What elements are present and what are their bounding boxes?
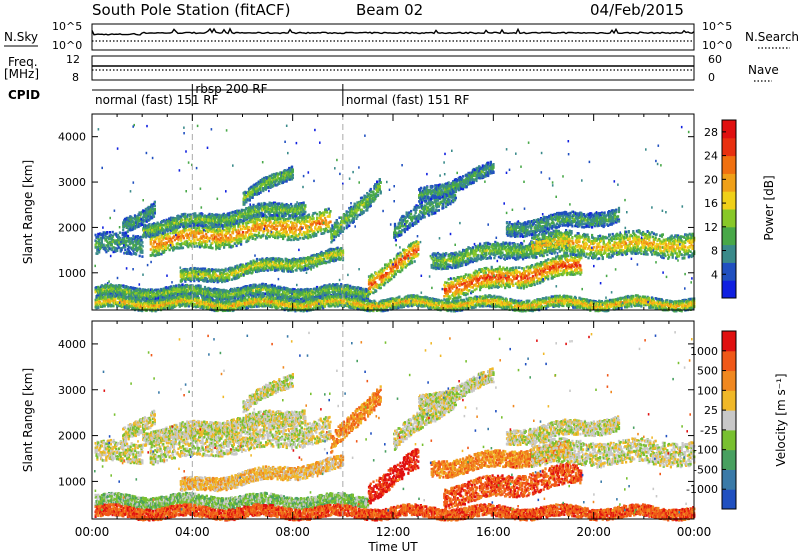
y-tick-label: 2000	[58, 221, 86, 234]
colorbar-tick-label: -25	[700, 424, 718, 437]
x-tick-label: 08:00	[275, 525, 310, 539]
x-tick-label: 04:00	[175, 525, 210, 539]
date-label: 04/Feb/2015	[590, 1, 684, 19]
colorbar-swatch	[722, 156, 736, 174]
nave-label: Nave	[748, 63, 779, 77]
x-tick-label: 00:00	[677, 525, 712, 539]
nsky-tick-top: 10^5	[52, 20, 82, 33]
colorbar-swatch	[722, 280, 736, 298]
colorbar-tick-label: -1000	[686, 483, 718, 496]
colorbar-swatch	[722, 262, 736, 280]
colorbar-swatch	[722, 191, 736, 209]
cpid-segment-label: rbsp 200 RF	[195, 82, 267, 96]
freq-tick-top: 12	[66, 53, 80, 66]
colorbar-swatch	[722, 469, 736, 489]
colorbar-tick-label: 25	[704, 404, 718, 417]
nsky-label: N.Sky	[4, 30, 38, 44]
y-tick-label: 1000	[58, 267, 86, 280]
y-tick-label: 3000	[58, 176, 86, 189]
colorbar-tick-label: 4	[711, 268, 718, 281]
colorbar-swatch	[722, 245, 736, 263]
time-axis-labels: 00:00 04:00 08:00 12:00 16:00 20:00 00:00	[75, 525, 712, 539]
x-tick-label: 16:00	[476, 525, 511, 539]
power-colorbar-label: Power [dB]	[762, 175, 776, 240]
colorbar-swatch	[722, 209, 736, 227]
x-tick-label: 20:00	[576, 525, 611, 539]
colorbar-swatch	[722, 173, 736, 191]
colorbar-tick-label: 28	[704, 126, 718, 139]
y-tick-label: 3000	[58, 384, 86, 397]
nsearch-label: N.Search	[745, 30, 799, 44]
colorbar-swatch	[722, 410, 736, 430]
nsearch-tick-bottom: 10^0	[702, 39, 732, 52]
freq-label-2: [MHz]	[4, 67, 39, 81]
station-title: South Pole Station (fitACF)	[92, 1, 290, 19]
colorbar-swatch	[722, 371, 736, 391]
beam-label: Beam 02	[356, 1, 423, 19]
radar-summary-plot: South Pole Station (fitACF) Beam 02 04/F…	[0, 0, 800, 554]
colorbar-swatch	[722, 430, 736, 450]
colorbar-tick-label: -100	[693, 444, 718, 457]
power-panel: 1000 2000 3000 4000	[58, 114, 695, 313]
freq-panel	[92, 56, 694, 80]
colorbar-tick-label: 500	[697, 365, 718, 378]
colorbar-swatch	[722, 489, 736, 509]
power-colorbar: 4 8 12 16 20 24 28	[704, 120, 736, 299]
colorbar-swatch	[722, 450, 736, 470]
power-heatmap-cells	[94, 124, 695, 313]
y-tick-label: 4000	[58, 338, 86, 351]
colorbar-tick-label: 24	[704, 150, 718, 163]
y-tick-label: 2000	[58, 430, 86, 443]
velocity-heatmap-cells	[94, 331, 695, 521]
colorbar-tick-label: 16	[704, 197, 718, 210]
x-tick-label: 00:00	[75, 525, 110, 539]
colorbar-tick-label: 12	[704, 221, 718, 234]
y-tick-label: 4000	[58, 131, 86, 144]
power-ylabel: Slant Range [km]	[21, 160, 35, 264]
colorbar-tick-label: -500	[693, 463, 718, 476]
nsky-panel	[92, 24, 694, 50]
nsky-trace	[92, 29, 694, 35]
colorbar-swatch	[722, 331, 736, 351]
nsky-tick-bottom: 10^0	[52, 39, 82, 52]
colorbar-swatch	[722, 138, 736, 156]
velocity-colorbar-label: Velocity [m s⁻¹]	[774, 373, 788, 466]
nsearch-tick-top: 10^5	[702, 20, 732, 33]
cpid-label: CPID	[8, 88, 40, 102]
colorbar-tick-label: 1000	[690, 345, 718, 358]
velocity-ylabel: Slant Range [km]	[21, 368, 35, 472]
nave-tick-bottom: 0	[708, 71, 715, 84]
velocity-panel: 1000 2000 3000 4000	[58, 321, 695, 522]
colorbar-swatch	[722, 120, 736, 138]
time-axis-title: Time UT	[367, 540, 418, 554]
freq-tick-bottom: 8	[72, 71, 79, 84]
colorbar-tick-label: 20	[704, 173, 718, 186]
colorbar-tick-label: 8	[711, 245, 718, 258]
x-tick-label: 12:00	[376, 525, 411, 539]
cpid-segment-label: normal (fast) 151 RF	[346, 93, 470, 107]
colorbar-swatch	[722, 227, 736, 245]
colorbar-swatch	[722, 390, 736, 410]
colorbar-tick-label: 100	[697, 384, 718, 397]
y-tick-label: 1000	[58, 475, 86, 488]
nave-tick-top: 60	[708, 53, 722, 66]
colorbar-swatch	[722, 351, 736, 371]
